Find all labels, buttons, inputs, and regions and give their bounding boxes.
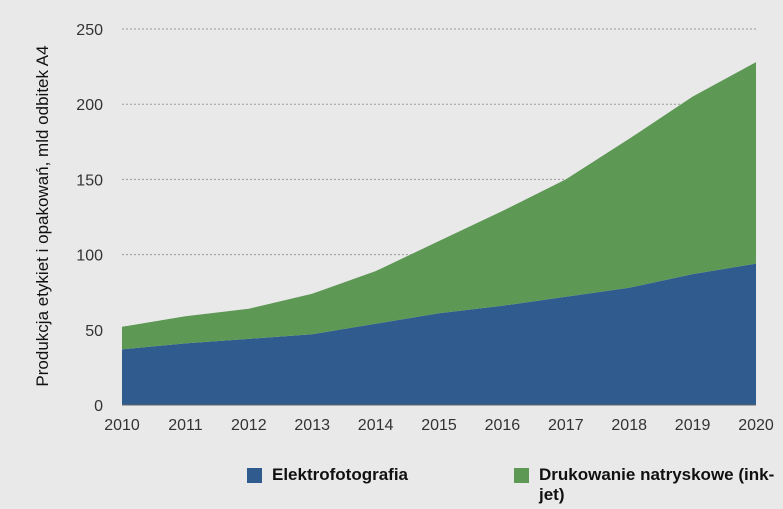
area-series	[122, 62, 756, 405]
x-tick-label: 2020	[738, 417, 774, 434]
x-axis-ticks: 2010 2011 2012 2013 2014 2015 2016 2017 2018 2019…	[104, 417, 774, 434]
legend-label: Elektrofotografia	[272, 465, 409, 484]
y-tick-label: 250	[76, 22, 103, 39]
y-tick-label: 200	[76, 97, 103, 114]
y-axis-ticks: 0 50 100 150 200 250	[76, 22, 103, 415]
x-tick-label: 2013	[294, 417, 330, 434]
area-series-ink-jet	[122, 62, 756, 350]
legend-swatch	[514, 468, 529, 483]
x-tick-label: 2017	[548, 417, 584, 434]
x-tick-label: 2019	[675, 417, 711, 434]
area-series-elektrofotografia	[122, 263, 756, 405]
x-tick-label: 2011	[168, 417, 203, 434]
x-tick-label: 2015	[421, 417, 457, 434]
y-tick-label: 50	[85, 323, 103, 340]
legend-item-ink-jet: Drukowanie natryskowe (ink-jet)	[514, 465, 783, 505]
x-tick-label: 2016	[485, 417, 521, 434]
x-tick-label: 2018	[611, 417, 647, 434]
legend-label: Drukowanie natryskowe (ink-jet)	[539, 465, 775, 504]
x-tick-label: 2014	[358, 417, 394, 434]
x-tick-label: 2012	[231, 417, 267, 434]
y-axis-label: Produkcja etykiet i opakowań, mld odbite…	[33, 45, 52, 386]
x-tick-label: 2010	[104, 417, 140, 434]
y-tick-label: 100	[76, 248, 103, 265]
y-tick-label: 0	[94, 398, 103, 415]
y-tick-label: 150	[76, 172, 103, 189]
legend-item-elektrofotografia: Elektrofotografia	[247, 465, 408, 485]
legend-swatch	[247, 468, 262, 483]
